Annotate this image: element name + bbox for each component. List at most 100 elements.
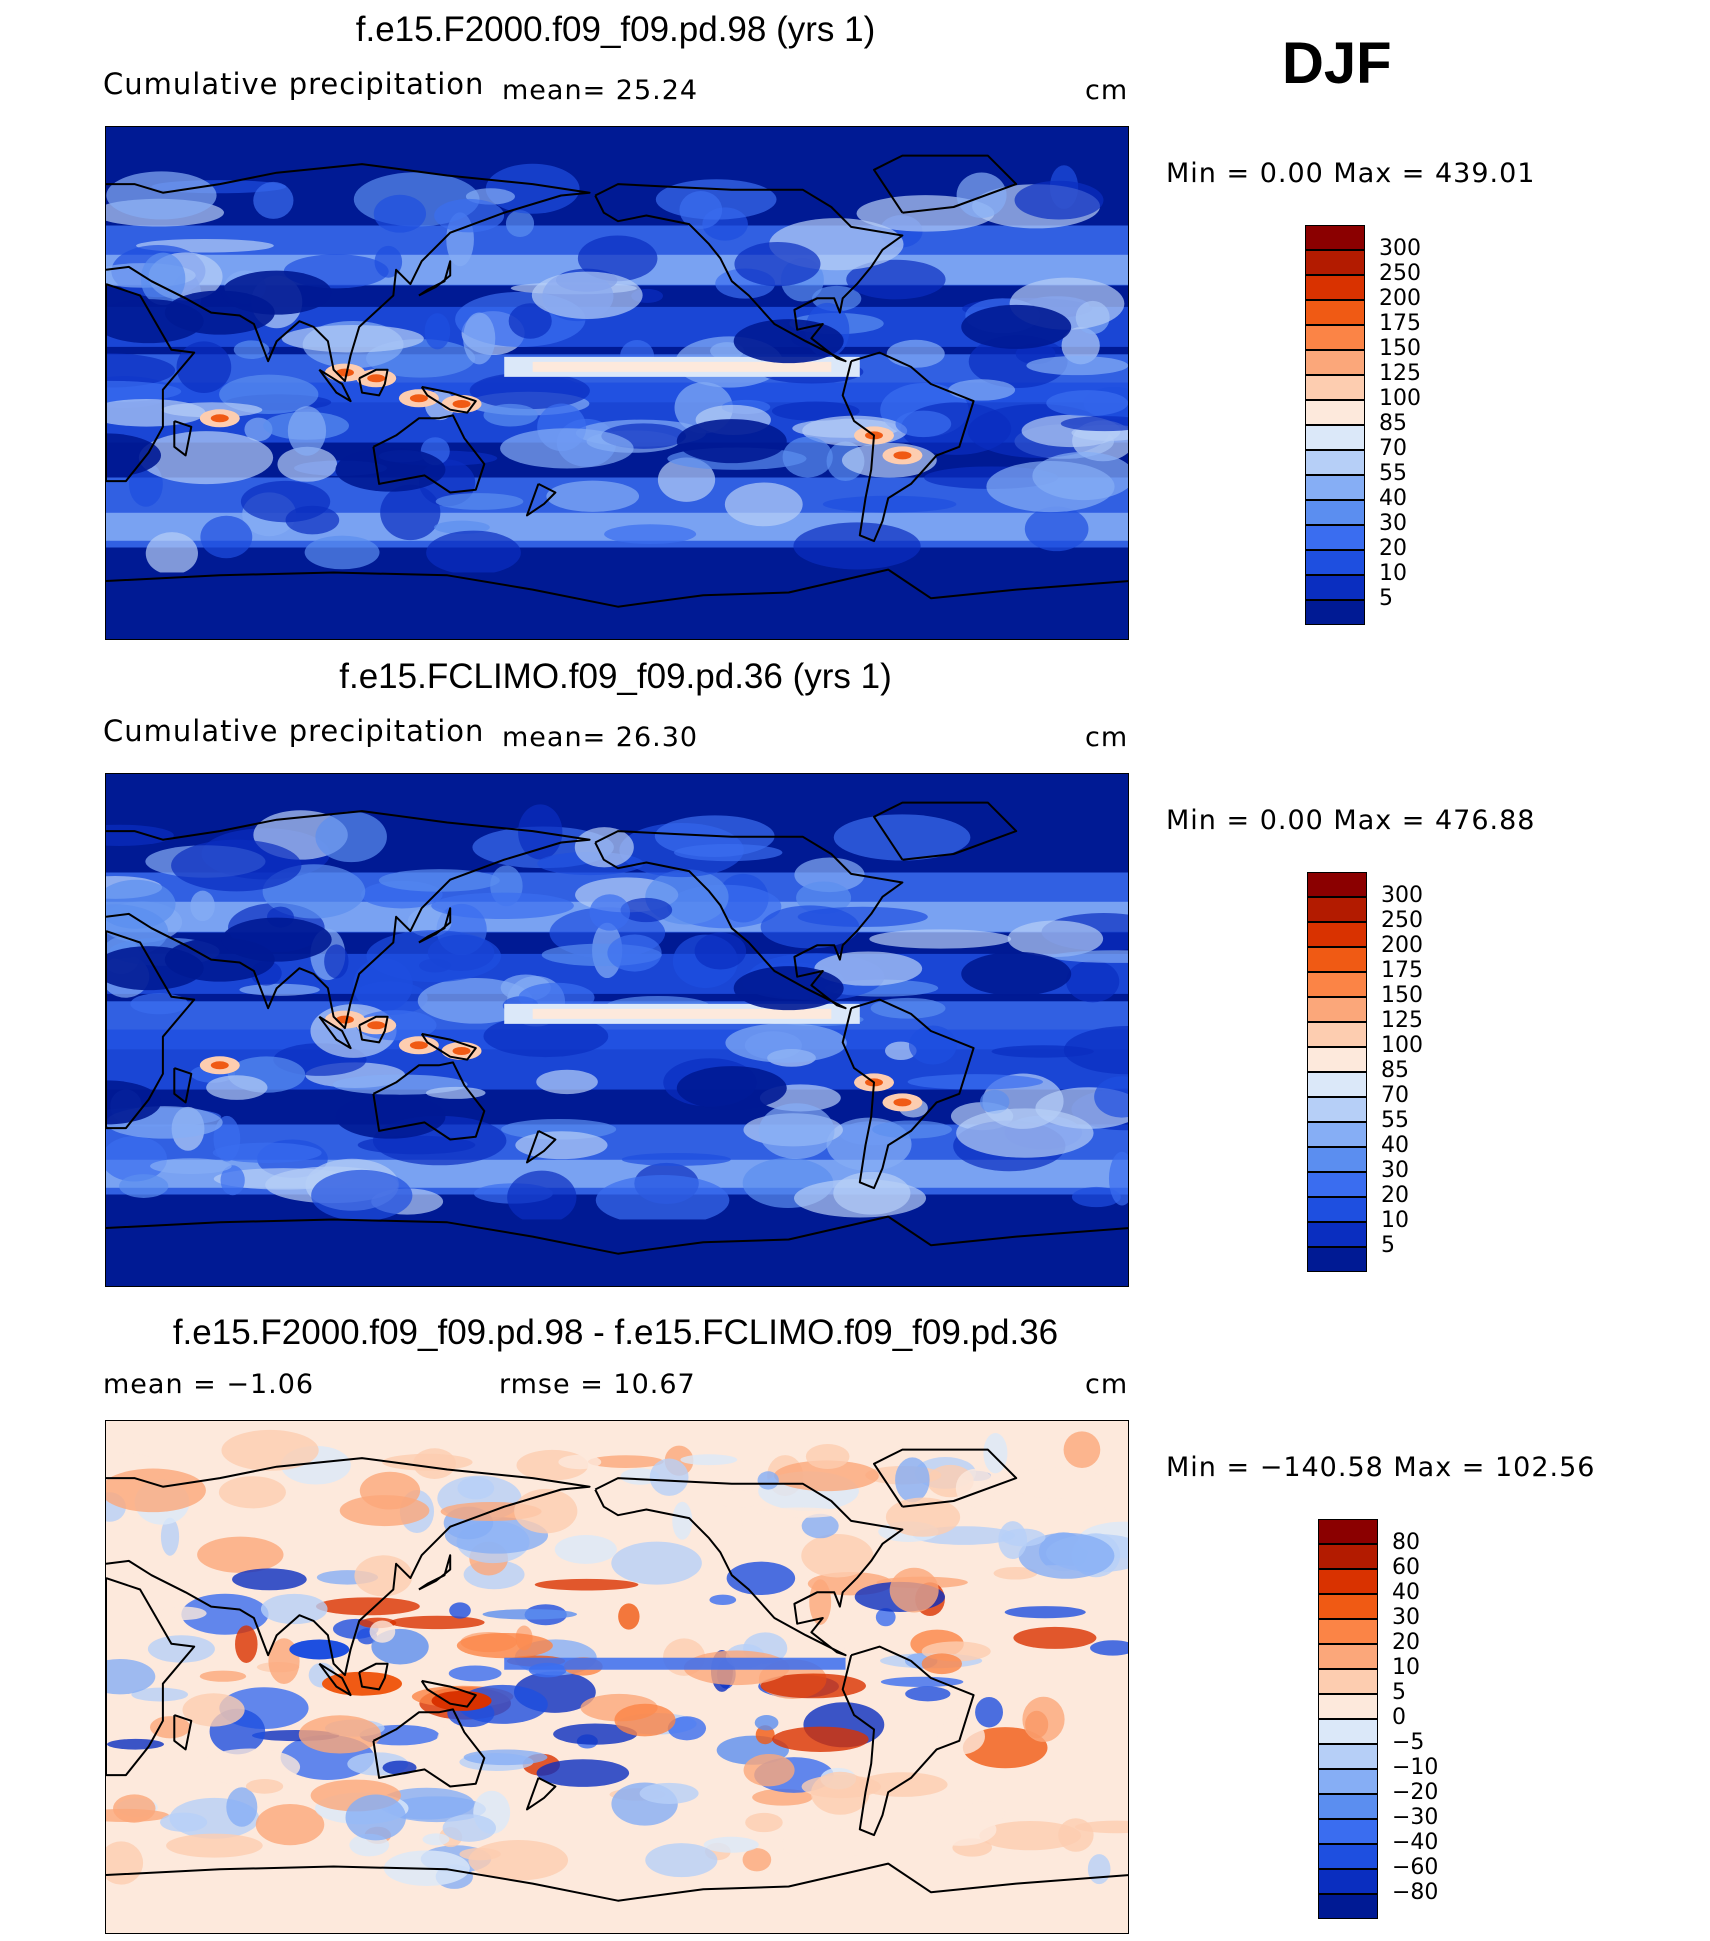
panel-3-rmse: rmse = 10.67 xyxy=(499,1369,696,1400)
precip-blob xyxy=(233,340,270,359)
panel-2-colorbar: 300 250 200 175 150 125 100 85 70 55 40 30 20 10 5 xyxy=(1307,872,1423,1272)
colorbar-swatch xyxy=(1305,450,1365,475)
diff-blob xyxy=(716,1490,761,1509)
diff-blob xyxy=(672,1501,693,1540)
precip-blob xyxy=(657,457,716,502)
diff-blob xyxy=(448,1665,502,1682)
colorbar-swatch xyxy=(1307,1247,1367,1272)
precip-blob xyxy=(986,460,1115,513)
precip-max-core xyxy=(335,368,354,377)
colorbar-swatch xyxy=(1318,1619,1378,1644)
precip-blob xyxy=(373,194,427,233)
colorbar-swatch xyxy=(1305,275,1365,300)
diff-blob xyxy=(199,1670,247,1682)
colorbar-tick-label: 20 xyxy=(1392,1630,1420,1655)
colorbar-swatch xyxy=(1305,300,1365,325)
diff-blob xyxy=(226,1787,258,1827)
coastline xyxy=(106,1577,196,1777)
diff-blob xyxy=(805,1444,850,1470)
precip-blob xyxy=(948,379,1016,401)
precip-blob xyxy=(1094,1076,1128,1118)
precip-blob xyxy=(515,1131,608,1160)
panel-2-minmax: Min = 0.00 Max = 476.88 xyxy=(1166,805,1536,836)
coastline xyxy=(173,1067,193,1104)
dry-zone xyxy=(961,304,1072,349)
precip-blob xyxy=(797,906,928,927)
diff-blob xyxy=(298,1715,381,1754)
diff-blob xyxy=(456,1632,553,1659)
colorbar-swatch xyxy=(1305,350,1365,375)
colorbar-swatch xyxy=(1307,872,1367,897)
diff-blob xyxy=(680,1454,738,1466)
colorbar-swatch xyxy=(1307,1122,1367,1147)
coastline xyxy=(418,907,452,944)
diff-blob xyxy=(810,1771,870,1815)
diff-blob xyxy=(106,1468,206,1513)
colorbar-tick-label: −40 xyxy=(1392,1830,1439,1855)
precip-blob xyxy=(607,934,662,972)
colorbar-tick-label: 85 xyxy=(1379,411,1407,436)
colorbar-swatch xyxy=(1318,1794,1378,1819)
panel-2-map xyxy=(105,773,1129,1287)
dry-zone xyxy=(335,1094,446,1139)
diff-blob xyxy=(895,1457,930,1503)
precip-blob xyxy=(435,493,524,510)
colorbar-tick-label: −5 xyxy=(1392,1730,1425,1755)
diff-blob xyxy=(726,1561,796,1596)
precip-blob xyxy=(469,372,590,410)
colorbar-tick-label: −20 xyxy=(1392,1780,1439,1805)
precip-blob xyxy=(1066,960,1120,1003)
colorbar-swatch xyxy=(1307,897,1367,922)
precip-blob xyxy=(814,951,923,986)
colorbar-tick-label: 85 xyxy=(1381,1058,1409,1083)
panel-2-mean: mean= 26.30 xyxy=(502,722,699,753)
dry-zone xyxy=(676,1066,787,1111)
diff-blob xyxy=(147,1635,215,1663)
colorbar-tick-label: 40 xyxy=(1381,1133,1409,1158)
colorbar-tick-label: 30 xyxy=(1381,1158,1409,1183)
precip-blob xyxy=(357,1135,476,1155)
colorbar-swatch xyxy=(1318,1694,1378,1719)
colorbar-tick-label: 100 xyxy=(1379,386,1421,411)
diff-blob xyxy=(979,1821,1082,1851)
precip-blob xyxy=(758,1103,835,1160)
precip-blob xyxy=(324,944,349,979)
colorbar-tick-label: 20 xyxy=(1381,1183,1409,1208)
precip-max-core xyxy=(893,451,912,460)
precip-blob xyxy=(531,271,643,319)
precip-max-core xyxy=(409,394,428,403)
precip-blob xyxy=(869,929,1012,949)
coastline xyxy=(106,1457,591,1677)
dry-zone xyxy=(335,447,446,492)
diff-blob xyxy=(1004,1606,1086,1619)
colorbar-tick-label: 30 xyxy=(1379,511,1407,536)
diff-blob xyxy=(645,1843,718,1878)
diff-field xyxy=(106,1429,1128,1889)
colorbar-swatch xyxy=(1305,525,1365,550)
precip-blob xyxy=(908,1025,957,1065)
coastline xyxy=(873,801,1018,861)
colorbar-swatch xyxy=(1318,1594,1378,1619)
colorbar-tick-label: −60 xyxy=(1392,1855,1439,1880)
coastlines xyxy=(106,154,1128,608)
coastline xyxy=(873,1448,1018,1508)
diff-blob xyxy=(649,1458,689,1496)
precip-blob xyxy=(190,890,215,922)
colorbar-swatch xyxy=(1305,225,1365,250)
diff-blob xyxy=(768,1628,846,1660)
precip-blob xyxy=(1063,1026,1128,1075)
precip-blob xyxy=(176,341,232,393)
panel-1-map xyxy=(105,126,1129,640)
itcz-diff xyxy=(504,1657,846,1670)
colorbar-tick-label: 100 xyxy=(1381,1033,1423,1058)
diff-blob xyxy=(923,1813,997,1846)
precip-blob xyxy=(782,436,833,478)
precip-blob xyxy=(463,312,496,365)
colorbar-swatch xyxy=(1318,1819,1378,1844)
coastline xyxy=(372,414,486,494)
diff-blob xyxy=(558,1454,602,1470)
colorbar-swatch xyxy=(1307,1172,1367,1197)
colorbar-tick-label: 300 xyxy=(1379,236,1421,261)
precip-blob xyxy=(589,894,631,931)
colorbar-tick-label: 40 xyxy=(1379,486,1407,511)
